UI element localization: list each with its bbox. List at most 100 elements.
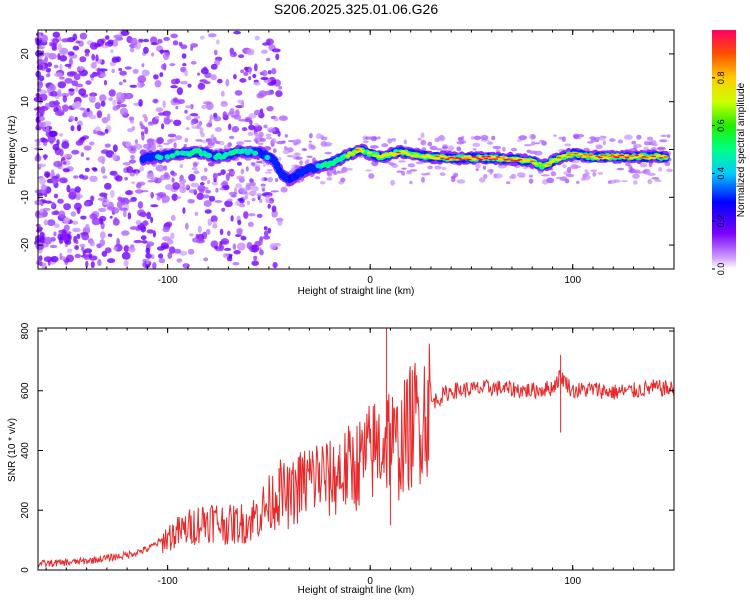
spectrogram-noise-blob: [170, 33, 178, 39]
spectrogram-halo-blob: [456, 146, 461, 152]
spectrogram-halo-blob: [562, 164, 567, 169]
spectrogram-noise-blob: [59, 177, 68, 184]
spectrogram-noise-blob: [73, 73, 81, 81]
spectrogram-noise-blob: [39, 89, 47, 95]
spectrogram-halo-blob: [129, 172, 135, 177]
spectrogram-halo-blob: [338, 170, 345, 174]
spectrogram-noise-blob: [275, 53, 280, 60]
spectrogram-noise-blob: [259, 249, 264, 256]
ridge-mark: [405, 153, 411, 156]
spectrogram-noise-blob: [104, 35, 110, 40]
spectrogram-halo-blob: [183, 143, 187, 148]
spectrogram-noise-blob: [214, 245, 218, 250]
spectrogram-noise-blob: [107, 233, 113, 237]
spectrogram-halo-blob: [406, 171, 412, 175]
spectrogram-halo-blob: [632, 173, 640, 179]
spectrogram-noise-blob: [69, 115, 74, 122]
spectrogram-noise-blob: [72, 227, 81, 233]
spectrogram-halo-blob: [215, 140, 221, 145]
spectrogram-x-ticks: -100 0 100: [45, 30, 675, 286]
spectrogram-noise-blob: [43, 236, 53, 245]
spectrogram-noise-blob: [124, 177, 128, 181]
spectrogram-halo-blob: [647, 172, 656, 176]
spectrogram-noise-blob: [81, 232, 90, 241]
spectrogram-halo-blob: [472, 142, 481, 147]
spectrogram-noise-blob: [248, 124, 255, 131]
spectrogram-halo-blob: [227, 169, 235, 172]
spectrogram-halo-blob: [470, 136, 475, 140]
spectrogram-noise-blob: [51, 169, 55, 176]
spectrogram-noise-blob: [71, 149, 80, 155]
spectrogram-noise-blob: [74, 83, 84, 88]
ridge-mark: [507, 158, 513, 160]
spectrogram-halo-blob: [475, 168, 479, 171]
spectrogram-noise-blob: [249, 119, 253, 126]
spectrogram-scatter-cloud: [33, 30, 673, 270]
spectrogram-noise-blob: [64, 63, 72, 67]
ridge-mark: [624, 156, 630, 159]
spectrogram-noise-blob: [116, 238, 120, 246]
spectrogram-noise-blob: [245, 184, 252, 191]
spectrogram-halo-blob: [534, 150, 543, 156]
spectrogram-halo-blob: [326, 177, 333, 181]
spectrogram-noise-blob: [223, 247, 232, 251]
spectrogram-noise-blob: [41, 262, 47, 270]
spectrogram-noise-blob: [240, 235, 247, 241]
snr-panel: -100 0 100 0 200 400 600 800 Height of straigh…: [7, 322, 675, 596]
spectrogram-noise-blob: [63, 154, 73, 158]
spectrogram-halo-blob: [316, 133, 322, 140]
spectrogram-halo-blob: [421, 173, 429, 176]
spectrogram-halo-blob: [541, 174, 550, 177]
spectrogram-noise-blob: [57, 198, 64, 204]
spectrogram-noise-blob: [266, 57, 271, 62]
spectrogram-noise-blob: [48, 130, 57, 137]
ridge-mark: [644, 156, 649, 159]
spectrogram-noise-blob: [181, 53, 187, 59]
spectrogram-halo-blob: [213, 116, 222, 122]
spectrogram-noise-blob: [217, 172, 222, 176]
y-tick-label: 800: [20, 322, 31, 339]
spectrogram-noise-blob: [79, 136, 87, 141]
spectrogram-noise-blob: [66, 184, 71, 193]
spectrogram-noise-blob: [210, 63, 218, 70]
spectrogram-halo-blob: [592, 171, 597, 177]
spectrogram-noise-blob: [36, 46, 45, 50]
spectrogram-halo-blob: [561, 136, 566, 143]
colorbar-tick-label: 0.4: [716, 167, 726, 180]
spectrogram-noise-blob: [207, 218, 212, 227]
spectrogram-noise-blob: [37, 259, 42, 266]
spectrogram-noise-blob: [79, 107, 86, 111]
spectrogram-halo-blob: [642, 169, 648, 174]
spectrogram-halo-blob: [502, 146, 506, 152]
spectrogram-halo-blob: [441, 146, 448, 149]
spectrogram-noise-blob: [190, 45, 194, 51]
spectrogram-halo-blob: [284, 134, 288, 138]
spectrogram-noise-blob: [199, 35, 205, 40]
spectrogram-noise-blob: [77, 66, 84, 72]
ridge-mark: [354, 149, 360, 151]
spectrogram-noise-blob: [231, 126, 240, 133]
spectrogram-noise-blob: [133, 239, 143, 244]
spectrogram-noise-blob: [241, 127, 248, 132]
spectrogram-noise-blob: [59, 63, 63, 71]
spectrogram-noise-blob: [196, 192, 204, 200]
spectrogram-noise-blob: [190, 60, 197, 65]
spectrogram-noise-blob: [69, 71, 78, 75]
spectrogram-noise-blob: [225, 78, 230, 87]
spectrogram-noise-blob: [176, 87, 183, 96]
spectrogram-noise-blob: [184, 109, 188, 114]
spectrogram-noise-blob: [113, 246, 118, 251]
spectrogram-noise-blob: [95, 54, 99, 62]
spectrogram-halo-blob: [407, 163, 416, 168]
spectrogram-noise-blob: [143, 46, 149, 54]
spectrogram-noise-blob: [99, 68, 108, 72]
snr-y-label: SNR (10 * v/v): [7, 418, 18, 482]
spectrogram-noise-blob: [124, 66, 132, 70]
spectrogram-noise-blob: [188, 173, 196, 182]
spectrogram-noise-blob: [232, 243, 237, 251]
ridge-mark: [500, 157, 506, 159]
spectrogram-halo-blob: [282, 149, 290, 155]
spectrogram-noise-blob: [127, 212, 132, 220]
spectrogram-halo-blob: [280, 186, 288, 193]
spectrogram-noise-blob: [51, 176, 59, 180]
